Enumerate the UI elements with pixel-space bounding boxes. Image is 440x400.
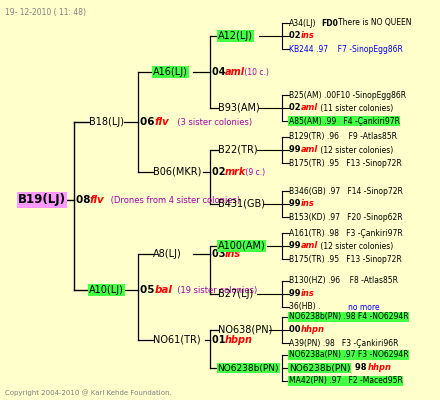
Text: 99: 99 <box>289 290 303 298</box>
Text: (3 sister colonies): (3 sister colonies) <box>172 118 252 126</box>
Text: 02: 02 <box>289 104 303 112</box>
Text: MA42(PN) .97   F2 -Maced95R: MA42(PN) .97 F2 -Maced95R <box>289 376 403 386</box>
Text: B27(LJ): B27(LJ) <box>217 289 253 299</box>
Text: mrk: mrk <box>224 167 246 177</box>
Text: B130(HZ) .96    F8 -Atlas85R: B130(HZ) .96 F8 -Atlas85R <box>289 276 398 286</box>
Text: ins: ins <box>301 200 315 208</box>
Text: 00: 00 <box>289 326 303 334</box>
Text: 99: 99 <box>289 200 303 208</box>
Text: B431(GB): B431(GB) <box>217 199 264 209</box>
Text: 19- 12-2010 ( 11: 48): 19- 12-2010 ( 11: 48) <box>5 8 86 17</box>
Text: hhpn: hhpn <box>368 364 392 372</box>
Text: NO61(TR): NO61(TR) <box>153 335 201 345</box>
Text: 08: 08 <box>76 195 94 205</box>
Text: 02: 02 <box>212 167 228 177</box>
Text: (9 c.): (9 c.) <box>243 168 265 176</box>
Text: aml: aml <box>224 67 245 77</box>
Text: FD0: FD0 <box>321 18 338 28</box>
Text: (11 sister colonies): (11 sister colonies) <box>319 104 394 112</box>
Text: aml: aml <box>301 242 318 250</box>
Text: ins: ins <box>301 32 315 40</box>
Text: ins: ins <box>224 249 241 259</box>
Text: hbpn: hbpn <box>224 335 253 345</box>
Text: 02: 02 <box>289 32 303 40</box>
Text: KB244 .97    F7 -SinopEgg86R: KB244 .97 F7 -SinopEgg86R <box>289 44 403 54</box>
Text: B346(GB) .97   F14 -Sinop72R: B346(GB) .97 F14 -Sinop72R <box>289 186 403 196</box>
Text: B06(MKR): B06(MKR) <box>153 167 202 177</box>
Text: 01: 01 <box>212 335 228 345</box>
Text: 99: 99 <box>289 146 303 154</box>
Text: B18(LJ): B18(LJ) <box>89 117 124 127</box>
Text: A10(LJ): A10(LJ) <box>89 285 124 295</box>
Text: hhpn: hhpn <box>301 326 325 334</box>
Text: B25(AM) .00F10 -SinopEgg86R: B25(AM) .00F10 -SinopEgg86R <box>289 90 406 100</box>
Text: NO6238a(PN) .97 F3 -NO6294R: NO6238a(PN) .97 F3 -NO6294R <box>289 350 408 360</box>
Text: no more: no more <box>348 302 380 312</box>
Text: (Drones from 4 sister colonies): (Drones from 4 sister colonies) <box>108 196 240 204</box>
Text: A161(TR) .98   F3 -Çankiri97R: A161(TR) .98 F3 -Çankiri97R <box>289 228 403 238</box>
Text: (19 sister colonies): (19 sister colonies) <box>172 286 257 294</box>
Text: B175(TR) .95   F13 -Sinop72R: B175(TR) .95 F13 -Sinop72R <box>289 158 401 168</box>
Text: A39(PN) .98   F3 -Çankiri96R: A39(PN) .98 F3 -Çankiri96R <box>289 338 398 348</box>
Text: (12 sister colonies): (12 sister colonies) <box>319 146 394 154</box>
Text: aml: aml <box>301 104 318 112</box>
Text: A85(AM) .99   F4 -Çankiri97R: A85(AM) .99 F4 -Çankiri97R <box>289 116 400 126</box>
Text: flv: flv <box>154 117 169 127</box>
Text: A34(LJ): A34(LJ) <box>289 18 316 28</box>
Text: B129(TR) .96    F9 -Atlas85R: B129(TR) .96 F9 -Atlas85R <box>289 132 397 142</box>
Text: (12 sister colonies): (12 sister colonies) <box>319 242 394 250</box>
Text: NO6238b(PN): NO6238b(PN) <box>217 364 279 372</box>
Text: B175(TR) .95   F13 -Sinop72R: B175(TR) .95 F13 -Sinop72R <box>289 254 401 264</box>
Text: 03: 03 <box>212 249 228 259</box>
Text: B153(KD) .97   F20 -Sinop62R: B153(KD) .97 F20 -Sinop62R <box>289 212 402 222</box>
Text: NO6238b(PN): NO6238b(PN) <box>289 364 350 372</box>
Text: aml: aml <box>301 146 318 154</box>
Text: NO6238b(PN) .98 F4 -NO6294R: NO6238b(PN) .98 F4 -NO6294R <box>289 312 408 322</box>
Text: B22(TR): B22(TR) <box>217 145 257 155</box>
Text: (10 c.): (10 c.) <box>242 68 269 76</box>
Text: 05: 05 <box>140 285 158 295</box>
Text: A16(LJ): A16(LJ) <box>153 67 188 77</box>
Text: A100(AM): A100(AM) <box>217 241 265 251</box>
Text: 36(HB) .: 36(HB) . <box>289 302 320 312</box>
Text: There is NO QUEEN: There is NO QUEEN <box>338 18 412 28</box>
Text: 04: 04 <box>212 67 228 77</box>
Text: NO638(PN): NO638(PN) <box>217 325 272 335</box>
Text: B93(AM): B93(AM) <box>217 103 259 113</box>
Text: 06: 06 <box>140 117 158 127</box>
Text: ins: ins <box>301 290 315 298</box>
Text: A8(LJ): A8(LJ) <box>153 249 182 259</box>
Text: 98: 98 <box>355 364 369 372</box>
Text: bal: bal <box>154 285 172 295</box>
Text: A12(LJ): A12(LJ) <box>217 31 253 41</box>
Text: flv: flv <box>90 195 105 205</box>
Text: 99: 99 <box>289 242 303 250</box>
Text: Copyright 2004-2010 @ Karl Kehde Foundation.: Copyright 2004-2010 @ Karl Kehde Foundat… <box>5 389 172 396</box>
Text: B19(LJ): B19(LJ) <box>18 194 66 206</box>
